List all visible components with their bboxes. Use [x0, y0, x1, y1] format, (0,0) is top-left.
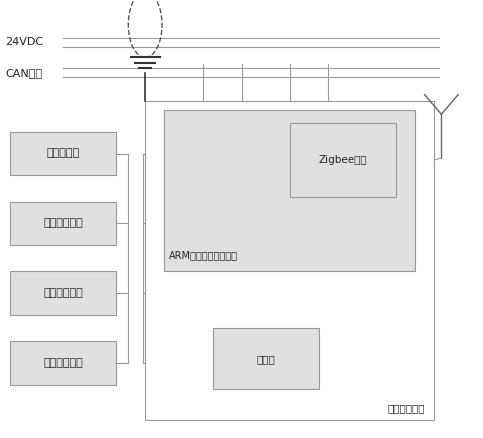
- Text: 开关执行设备: 开关执行设备: [43, 358, 83, 368]
- Bar: [145, 101, 434, 420]
- Bar: [213, 328, 319, 389]
- Bar: [10, 272, 116, 315]
- Text: ARM芯片及其外围电路: ARM芯片及其外围电路: [169, 251, 238, 261]
- Text: 模拟量执行器: 模拟量执行器: [43, 219, 83, 228]
- Bar: [164, 110, 415, 272]
- Text: 24VDC: 24VDC: [5, 37, 43, 47]
- Text: 现场变送器: 现场变送器: [47, 148, 80, 159]
- Bar: [10, 132, 116, 175]
- Text: 网络节点模块: 网络节点模块: [387, 403, 425, 413]
- Bar: [10, 201, 116, 245]
- Text: 开关信号设备: 开关信号设备: [43, 288, 83, 298]
- Bar: [10, 341, 116, 385]
- Text: 电池组: 电池组: [256, 354, 275, 364]
- Text: CAN总线: CAN总线: [5, 68, 43, 78]
- Bar: [290, 123, 396, 197]
- Text: Zigbee模块: Zigbee模块: [318, 155, 367, 165]
